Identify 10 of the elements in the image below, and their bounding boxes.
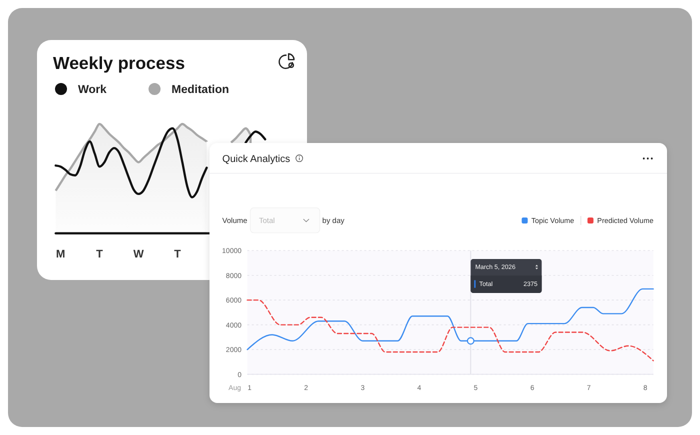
x-tick-label: T xyxy=(174,248,182,260)
legend-label: Meditation xyxy=(172,84,230,96)
chart-title: Weekly process xyxy=(53,53,186,73)
x-tick-label: T xyxy=(96,248,104,260)
line-series xyxy=(246,299,654,362)
line-series xyxy=(246,288,654,350)
chart-title: Quick Analytics xyxy=(222,154,290,165)
x-tick-label: W xyxy=(133,248,144,260)
legend-label: Work xyxy=(78,84,108,96)
x-tick-label: M xyxy=(56,248,66,260)
